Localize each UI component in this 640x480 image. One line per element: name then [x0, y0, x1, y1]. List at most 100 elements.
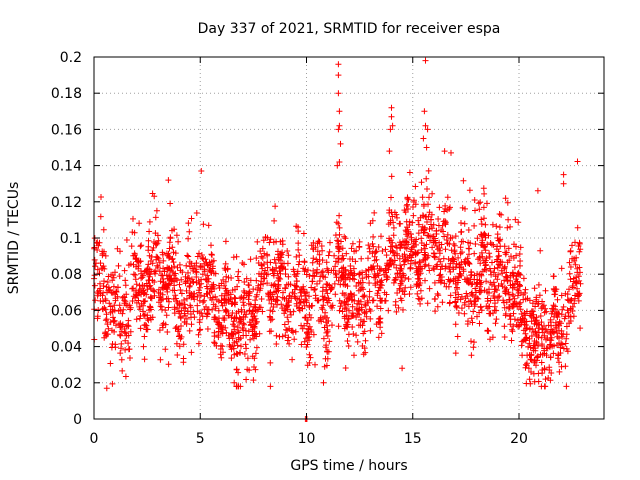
data-point — [499, 259, 506, 266]
data-point — [170, 249, 177, 256]
data-point — [143, 326, 150, 333]
data-point — [407, 284, 414, 291]
data-point — [400, 306, 406, 313]
data-point — [165, 361, 172, 368]
data-point — [240, 302, 247, 309]
y-tick-label: 0.14 — [51, 159, 82, 175]
data-point — [135, 297, 142, 304]
data-point — [556, 310, 562, 317]
data-point — [303, 289, 310, 296]
data-point — [526, 376, 533, 383]
data-point — [510, 310, 517, 317]
data-point — [107, 303, 114, 310]
data-point — [232, 286, 238, 293]
data-point — [118, 340, 125, 347]
data-point — [357, 279, 364, 286]
data-point — [565, 297, 572, 304]
data-point — [238, 343, 244, 350]
data-point — [163, 250, 170, 257]
data-point — [530, 315, 537, 321]
data-point — [389, 122, 396, 129]
data-point — [370, 243, 377, 250]
data-point — [429, 225, 436, 232]
data-point — [491, 283, 498, 290]
data-point — [125, 317, 132, 324]
data-point — [486, 250, 493, 257]
data-point — [457, 271, 464, 278]
data-point — [510, 323, 517, 330]
data-point — [302, 292, 309, 299]
data-point — [180, 341, 187, 348]
data-point — [484, 295, 491, 302]
data-point — [562, 290, 569, 297]
data-point — [91, 282, 98, 289]
x-tick-label: 20 — [510, 431, 528, 447]
data-point — [336, 224, 343, 231]
data-point — [455, 310, 462, 316]
data-point — [410, 204, 416, 210]
data-point — [194, 302, 201, 309]
data-point — [197, 326, 203, 333]
data-point — [567, 264, 574, 270]
data-point — [421, 256, 428, 263]
data-point — [391, 252, 398, 259]
data-point — [264, 280, 271, 287]
data-point — [144, 266, 151, 273]
data-point — [443, 237, 450, 243]
data-point — [482, 247, 489, 254]
data-point — [480, 231, 487, 238]
data-point — [486, 286, 492, 293]
data-point — [399, 270, 406, 277]
data-point — [551, 313, 557, 320]
data-point — [403, 245, 410, 252]
data-point — [517, 282, 523, 289]
data-point — [175, 238, 182, 245]
data-point — [435, 292, 442, 299]
data-point — [334, 237, 341, 244]
data-point — [333, 271, 339, 278]
data-point — [369, 240, 376, 247]
data-point — [574, 224, 581, 231]
data-point — [221, 300, 228, 307]
data-point — [470, 308, 477, 315]
data-point — [323, 342, 330, 349]
data-point — [147, 306, 154, 313]
data-point — [437, 258, 444, 265]
data-point — [254, 291, 260, 298]
data-point — [159, 324, 166, 331]
data-point — [345, 270, 352, 277]
data-point — [479, 268, 486, 275]
data-point — [430, 221, 437, 228]
data-point — [238, 308, 245, 315]
data-point — [97, 213, 104, 220]
data-point — [437, 271, 444, 278]
data-point — [343, 250, 350, 257]
data-point — [314, 280, 320, 287]
data-point — [382, 246, 389, 253]
data-point — [563, 345, 570, 352]
data-point — [535, 341, 542, 347]
data-point — [319, 273, 326, 280]
data-point — [94, 266, 101, 273]
data-point — [386, 207, 393, 214]
data-point — [195, 331, 202, 338]
data-point — [461, 259, 468, 266]
data-point — [300, 265, 307, 272]
data-point — [514, 317, 521, 324]
data-point — [362, 337, 369, 344]
data-point — [436, 239, 443, 246]
data-point — [576, 248, 583, 255]
data-point — [522, 286, 529, 293]
data-point — [132, 276, 139, 283]
data-point — [378, 330, 385, 337]
data-point — [174, 352, 181, 358]
data-point — [517, 258, 524, 264]
data-point — [222, 267, 229, 273]
data-point — [118, 356, 125, 363]
data-point — [239, 325, 246, 332]
data-point — [399, 288, 406, 295]
data-point — [108, 271, 115, 278]
data-point — [442, 205, 449, 212]
data-point — [457, 244, 464, 251]
data-point — [186, 228, 193, 235]
